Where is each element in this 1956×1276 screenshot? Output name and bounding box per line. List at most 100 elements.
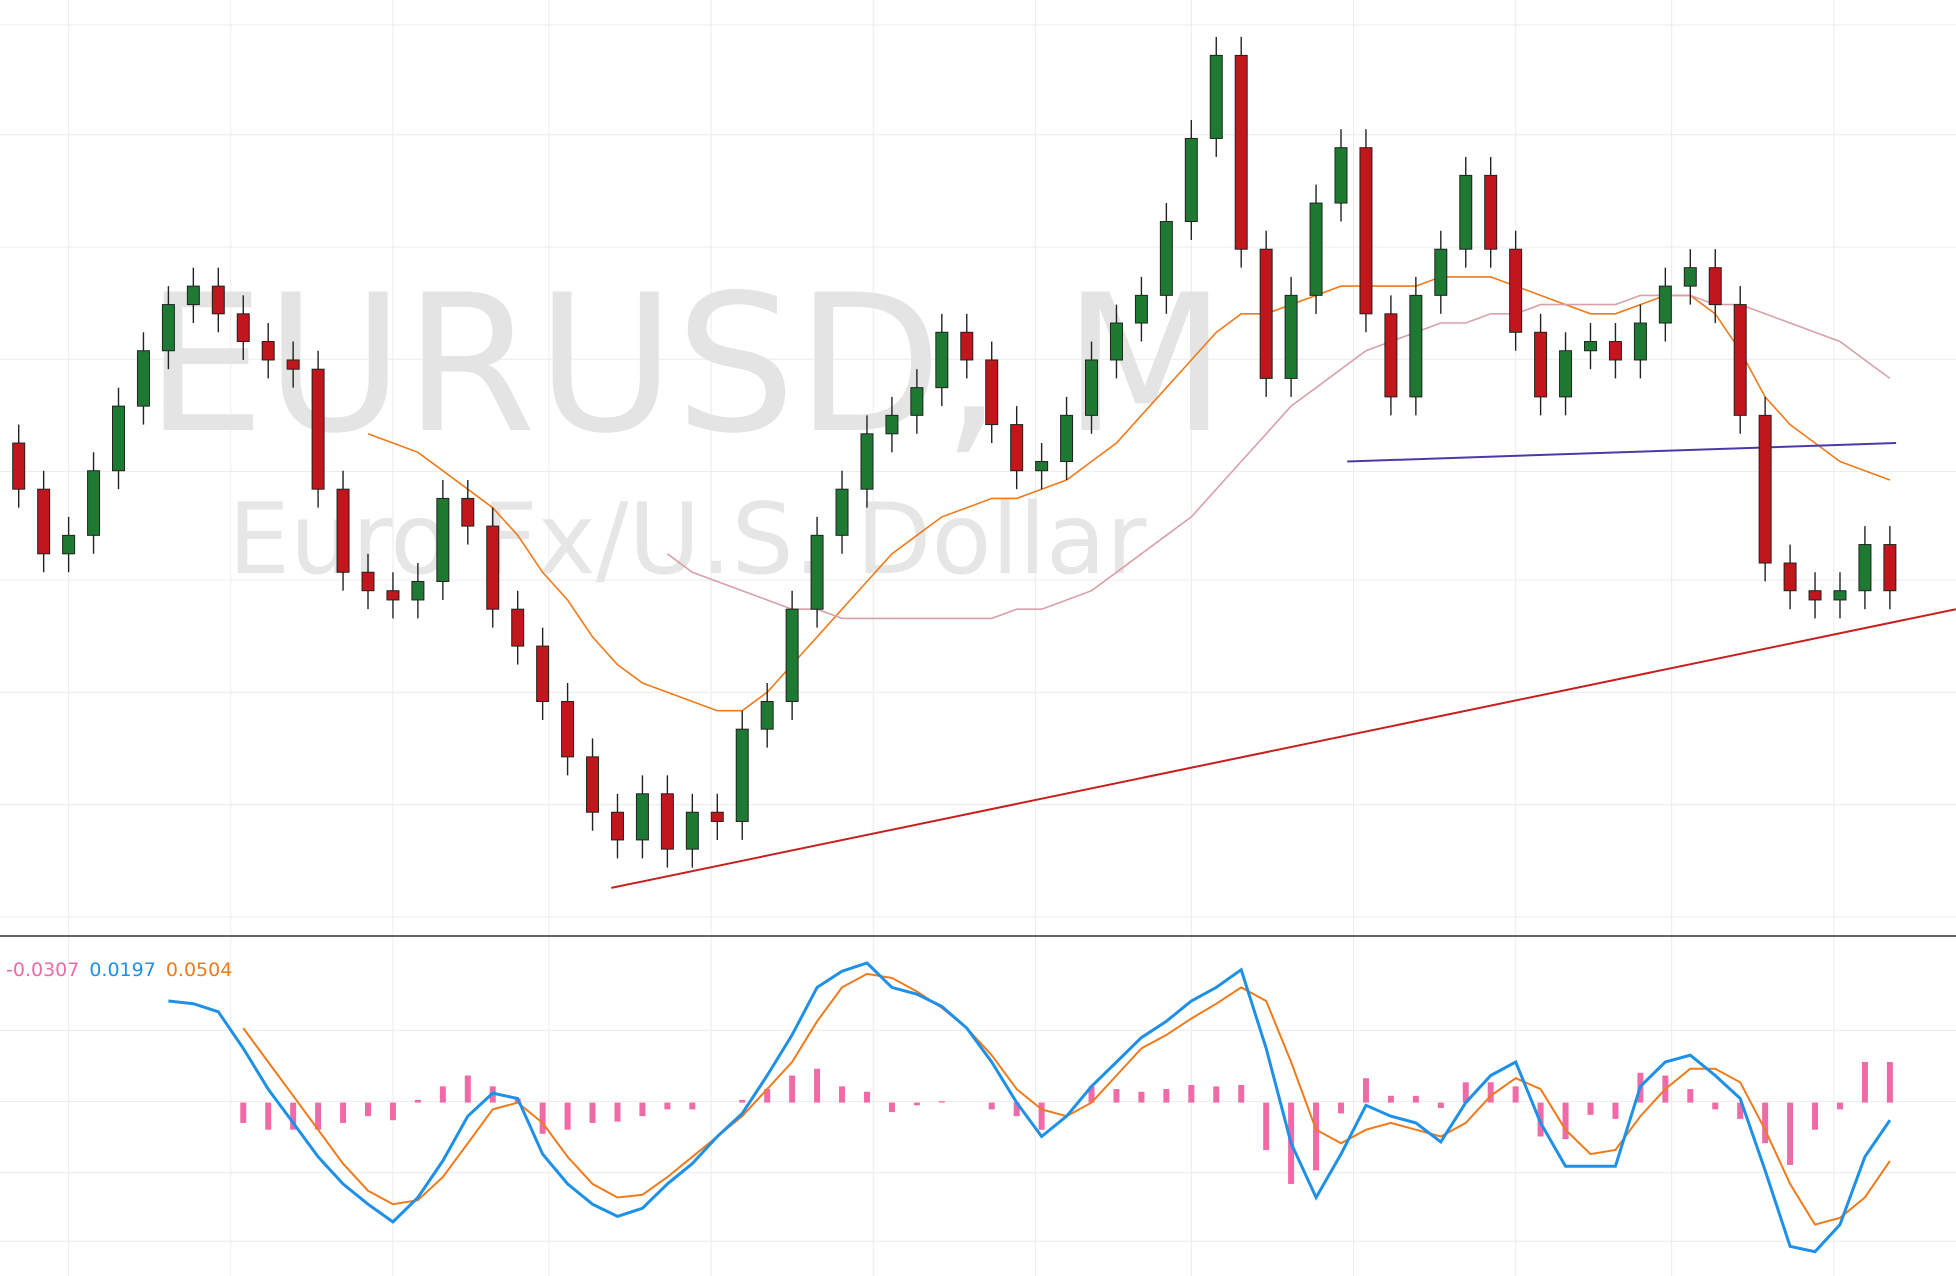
candle-body — [186, 285, 200, 306]
histogram-bar — [1163, 1089, 1170, 1103]
candle-body — [1134, 294, 1148, 324]
histogram-bar — [739, 1099, 746, 1103]
candle-body — [1883, 544, 1897, 592]
candle-body — [1284, 294, 1298, 379]
histogram-bar — [315, 1102, 322, 1130]
candle-body — [835, 488, 849, 536]
histogram-bar — [1737, 1102, 1744, 1119]
macd-line — [168, 961, 1892, 1254]
histogram-bar — [764, 1089, 771, 1103]
candle-body — [12, 442, 26, 490]
histogram-bar — [1587, 1102, 1594, 1115]
candle-body — [860, 433, 874, 490]
candle-body — [1159, 221, 1173, 296]
histogram-bar — [1338, 1102, 1345, 1114]
histogram-bar — [1387, 1095, 1394, 1103]
candle-body — [311, 368, 325, 490]
histogram-bar — [913, 1102, 920, 1106]
candle-body — [910, 387, 924, 416]
candle-body — [286, 359, 300, 370]
histogram-bar — [814, 1068, 821, 1103]
candle-body — [885, 414, 899, 435]
histogram-bar — [938, 1101, 945, 1103]
candle-body — [810, 534, 824, 610]
candle-body — [1060, 414, 1074, 463]
histogram-bar — [1213, 1086, 1220, 1103]
histogram-bar — [240, 1102, 247, 1123]
candle-body — [561, 700, 575, 758]
histogram-bar — [789, 1075, 796, 1103]
candle-body — [336, 488, 350, 573]
candle-body — [486, 525, 500, 610]
histogram-bar — [1313, 1102, 1320, 1171]
histogram-bar — [564, 1102, 571, 1130]
candle-body — [1534, 331, 1548, 398]
candle-body — [511, 608, 525, 647]
candle-body — [1733, 304, 1747, 416]
candle-body — [1658, 285, 1672, 324]
candle-body — [735, 728, 749, 822]
histogram-bar — [1437, 1102, 1444, 1109]
candle-body — [635, 793, 649, 841]
histogram-bar — [1836, 1102, 1843, 1110]
candle-body — [1858, 544, 1872, 592]
histogram-bar — [340, 1102, 347, 1123]
histogram-bar — [1687, 1089, 1694, 1103]
signal-readout: 0.0504 — [166, 959, 232, 981]
candle-body — [685, 811, 699, 850]
watermark-symbol: EURUSD, M — [145, 254, 1227, 475]
histogram-readout: -0.0307 — [6, 959, 79, 981]
histogram-bar — [1861, 1061, 1868, 1103]
candle-body — [1484, 174, 1498, 250]
histogram-bar — [364, 1102, 371, 1117]
histogram-bar — [1088, 1086, 1095, 1103]
histogram-bar — [389, 1102, 396, 1121]
candle-body — [236, 313, 250, 343]
histogram-bar — [589, 1102, 596, 1123]
candle-body — [1334, 147, 1348, 204]
candle-body — [461, 497, 475, 527]
candle-body — [1035, 461, 1049, 472]
candle-body — [935, 331, 949, 389]
candle-body — [985, 359, 999, 426]
candle-body — [1359, 147, 1373, 315]
histogram-bar — [1188, 1084, 1195, 1103]
candle-body — [1783, 562, 1797, 592]
candle-body — [785, 608, 799, 702]
candle-body — [1509, 248, 1523, 333]
candle-body — [1384, 313, 1398, 398]
histogram-bar — [1238, 1084, 1245, 1103]
candle-body — [1259, 248, 1273, 379]
watermark-description: Euro Fx/U.S. Dollar — [228, 483, 1147, 597]
histogram-bar — [1612, 1102, 1619, 1119]
candle-body — [1109, 322, 1123, 361]
histogram-bar — [464, 1075, 471, 1103]
histogram-bar — [1138, 1091, 1145, 1103]
histogram-bar — [414, 1099, 421, 1103]
candle-body — [411, 580, 425, 601]
candle-body — [1583, 341, 1597, 352]
histogram-bar — [1113, 1089, 1120, 1103]
histogram-bar — [614, 1102, 621, 1122]
histogram-bar — [1712, 1102, 1719, 1110]
macd-readout: 0.0197 — [89, 959, 155, 981]
histogram-bar — [1762, 1102, 1769, 1144]
histogram-bar — [888, 1102, 895, 1113]
candle-body — [87, 470, 101, 536]
candle-body — [1459, 174, 1473, 250]
candle-body — [1309, 202, 1323, 296]
candle-body — [211, 285, 225, 315]
histogram-bar — [664, 1102, 671, 1110]
candle-body — [261, 341, 275, 361]
moving-average — [666, 294, 1891, 620]
histogram-bar — [1562, 1102, 1569, 1140]
candle-body — [436, 497, 450, 582]
candle-body — [1608, 341, 1622, 361]
histogram-bar — [1263, 1102, 1270, 1151]
candle-body — [1633, 322, 1647, 361]
histogram-bar — [1462, 1082, 1469, 1103]
candle-body — [112, 405, 126, 472]
candle-body — [136, 350, 150, 407]
